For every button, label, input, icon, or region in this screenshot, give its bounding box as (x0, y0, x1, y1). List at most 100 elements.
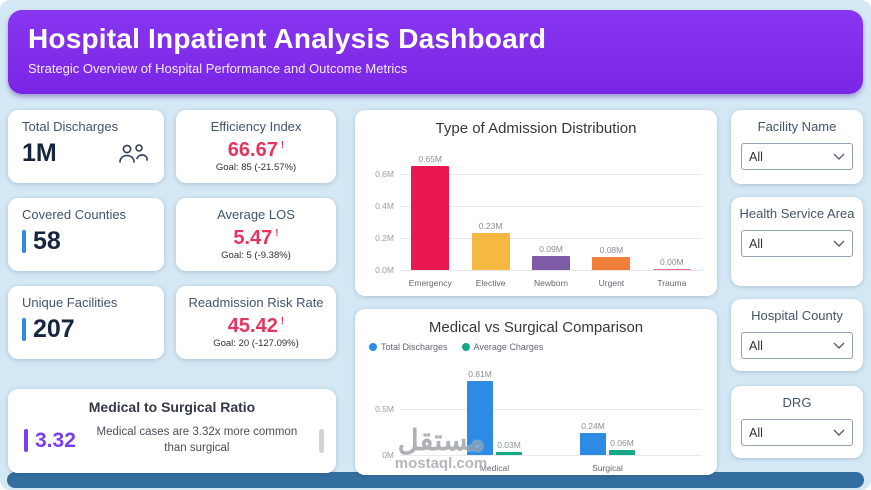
bar-value-label: 0.06M (610, 437, 634, 448)
chart-legend: Total Discharges Average Charges (369, 342, 543, 352)
hospital-county-dropdown[interactable]: All (741, 332, 853, 360)
bar-wrap: 0.65M (411, 154, 450, 270)
kpi-value-covered-counties: 58 (33, 227, 61, 255)
kpi-card-readmission-risk-rate: Readmission Risk Rate 45.42! Goal: 20 (-… (176, 286, 336, 359)
x-axis-category-label: Newborn (534, 278, 569, 288)
kpi-red-value: 5.47 (233, 227, 273, 249)
bars-row: 0.81M 0.03M 0.24M 0.06M (400, 369, 702, 455)
bar-elective[interactable] (471, 233, 510, 270)
drg-dropdown[interactable]: All (741, 419, 853, 447)
y-axis-tick-label: 0M (382, 450, 394, 460)
page-title: Hospital Inpatient Analysis Dashboard (28, 23, 547, 54)
x-axis-category-label: Elective (475, 278, 506, 288)
people-icon (116, 141, 150, 167)
ratio-card-title: Medical to Surgical Ratio (88, 399, 256, 415)
ratio-description: Medical cases are 3.32x more common than… (96, 426, 298, 454)
accent-bar (22, 318, 26, 341)
slicer-facility-name: Facility Name All (731, 110, 863, 184)
x-axis-labels: Emergency Elective Newborn Urgent Trauma (400, 278, 702, 288)
bar-wrap: 0.09M (532, 243, 571, 270)
warning-indicator: ! (275, 228, 279, 240)
bar-average-charges-surgical[interactable] (609, 449, 635, 455)
bar-total-discharges-surgical[interactable] (580, 433, 606, 455)
y-axis-tick-label: 0.6M (375, 169, 394, 179)
bar-newborn[interactable] (532, 255, 571, 270)
legend-label: Total Discharges (381, 342, 448, 352)
y-axis-tick-label: 0.0M (375, 265, 394, 275)
dropdown-selected-value: All (749, 236, 763, 251)
kpi-card-medical-surgical-ratio: Medical to Surgical Ratio 3.32 Medical c… (8, 389, 336, 473)
kpi-value-unique-facilities: 207 (33, 315, 75, 343)
kpi-label-efficiency-index: Efficiency Index (210, 119, 302, 134)
bar-group-surgical: 0.24M 0.06M (580, 421, 635, 455)
bar-value-label: 0.24M (581, 421, 605, 432)
bottom-accent-bar (7, 472, 864, 488)
kpi-label-readmission-risk-rate: Readmission Risk Rate (188, 295, 324, 310)
kpi-label-average-los: Average LOS (217, 207, 295, 222)
scrollbar-thumb[interactable] (319, 428, 324, 453)
bar-wrap: 0.03M (496, 440, 522, 455)
kpi-red-value: 66.67 (227, 139, 278, 161)
ratio-value: 3.32 (35, 428, 76, 452)
y-axis-tick-label: 0.2M (375, 233, 394, 243)
gridline (400, 238, 702, 239)
chart-title: Type of Admission Distribution (435, 120, 637, 137)
legend-dot (461, 343, 470, 351)
bar-wrap: 0.06M (609, 438, 635, 455)
dropdown-selected-value: All (749, 149, 763, 164)
bar-group-elective: 0.23M (460, 221, 520, 270)
y-axis-tick-label: 0.4M (375, 201, 394, 211)
medical-surgical-comparison-chart: Medical vs Surgical Comparison Total Dis… (355, 309, 717, 475)
warning-indicator: ! (280, 140, 285, 152)
bar-value-label: 0.65M (418, 154, 443, 164)
bar-group-emergency: 0.65M (400, 154, 460, 270)
bar-trauma[interactable] (652, 269, 691, 270)
slicer-title-health-service-area: Health Service Area (739, 206, 855, 221)
admission-distribution-chart: Type of Admission Distribution 0.0M 0.2M 0… (355, 110, 717, 296)
bar-value-label: 0.09M (539, 243, 563, 254)
bar-emergency[interactable] (411, 166, 450, 270)
bar-total-discharges-medical[interactable] (467, 381, 493, 455)
gridline (400, 270, 702, 271)
gridline (400, 206, 702, 207)
x-axis-category-label: Trauma (657, 278, 687, 288)
x-axis-category-label: Urgent (598, 278, 625, 288)
kpi-card-efficiency-index: Efficiency Index 66.67! Goal: 85 (-21.57… (176, 110, 336, 183)
kpi-card-total-discharges: Total Discharges 1M (8, 110, 164, 183)
bar-wrap: 0.08M (592, 245, 631, 270)
bar-wrap: 0.24M (580, 421, 606, 455)
kpi-label-unique-facilities: Unique Facilities (22, 295, 118, 310)
slicer-title-drg: DRG (782, 395, 812, 410)
health-service-area-dropdown[interactable]: All (741, 230, 853, 258)
gridline (400, 409, 702, 411)
kpi-label-total-discharges: Total Discharges (22, 119, 119, 134)
gridline (400, 455, 702, 456)
bar-group-medical: 0.81M 0.03M (467, 369, 522, 455)
bar-urgent[interactable] (592, 257, 631, 270)
legend-item-average-charges[interactable]: Average Charges (461, 342, 543, 352)
kpi-red-value: 45.42 (227, 315, 278, 337)
warning-indicator: ! (280, 316, 285, 328)
y-axis-tick-label: 0.5M (375, 404, 394, 415)
chevron-down-icon (833, 153, 845, 161)
x-axis-category-label: Medical (479, 463, 510, 473)
page-subtitle: Strategic Overview of Hospital Performan… (28, 61, 408, 76)
kpi-value-average-los: 5.47! (176, 227, 336, 249)
bar-wrap: 0.00M (652, 257, 691, 270)
accent-bar (22, 230, 26, 253)
kpi-card-covered-counties: Covered Counties 58 (8, 198, 164, 271)
chevron-down-icon (833, 342, 845, 350)
bar-average-charges-medical[interactable] (496, 452, 522, 455)
bar-group-urgent: 0.08M (581, 245, 641, 270)
bar-group-newborn: 0.09M (521, 244, 581, 270)
facility-name-dropdown[interactable]: All (741, 143, 853, 171)
admission-chart-plot: 0.0M 0.2M 0.4M 0.6M 0.65M 0.23M 0.09M 0.08M 0.00… (375, 154, 702, 288)
legend-item-total-discharges[interactable]: Total Discharges (369, 342, 448, 352)
bar-value-label: 0.03M (497, 440, 521, 451)
chart-title: Medical vs Surgical Comparison (428, 319, 644, 336)
bar-value-label: 0.23M (478, 221, 503, 232)
chevron-down-icon (833, 240, 845, 248)
kpi-value-total-discharges: 1M (22, 139, 57, 167)
x-axis-labels: Medical Surgical (400, 463, 702, 473)
bar-group-trauma: 0.00M (642, 257, 702, 270)
